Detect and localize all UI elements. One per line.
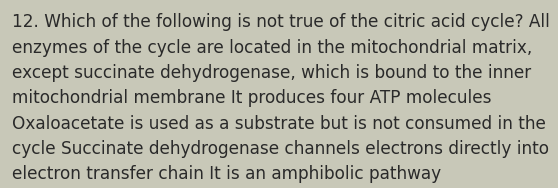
Text: mitochondrial membrane It produces four ATP molecules: mitochondrial membrane It produces four …	[12, 89, 492, 107]
Text: Oxaloacetate is used as a substrate but is not consumed in the: Oxaloacetate is used as a substrate but …	[12, 115, 546, 133]
Text: cycle Succinate dehydrogenase channels electrons directly into: cycle Succinate dehydrogenase channels e…	[12, 140, 549, 158]
Text: electron transfer chain It is an amphibolic pathway: electron transfer chain It is an amphibo…	[12, 165, 441, 183]
Text: 12. Which of the following is not true of the citric acid cycle? All: 12. Which of the following is not true o…	[12, 13, 550, 31]
Text: enzymes of the cycle are located in the mitochondrial matrix,: enzymes of the cycle are located in the …	[12, 39, 532, 57]
Text: except succinate dehydrogenase, which is bound to the inner: except succinate dehydrogenase, which is…	[12, 64, 532, 82]
